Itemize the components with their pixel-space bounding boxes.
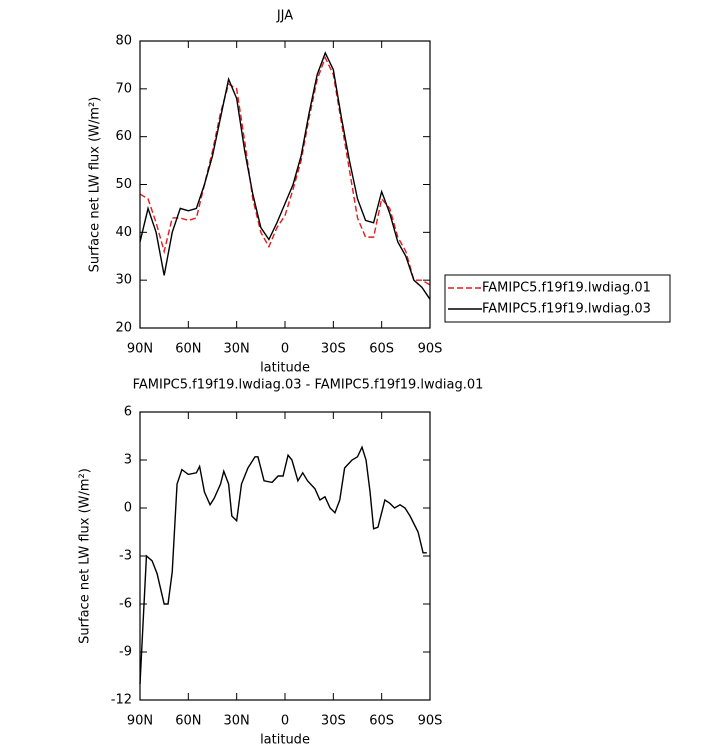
x-axis-label: latitude [260, 733, 310, 748]
x-tick-label: 90N [127, 714, 153, 729]
y-tick-label: 60 [115, 129, 132, 144]
x-tick-label: 30S [321, 342, 346, 357]
y-tick-label: 20 [115, 321, 132, 336]
legend-label: FAMIPC5.f19f19.lwdiag.03 [482, 302, 651, 317]
y-axis-label: Surface net LW flux (W/m²) [78, 468, 93, 644]
y-tick-label: 50 [115, 177, 132, 192]
x-tick-label: 90N [127, 342, 153, 357]
x-tick-label: 90S [418, 342, 443, 357]
plot-frame [139, 411, 431, 701]
y-tick-label: 3 [124, 453, 132, 468]
x-tick-label: 60N [175, 342, 201, 357]
data-line [139, 51, 431, 300]
data-line [139, 55, 431, 286]
data-line [139, 445, 427, 685]
x-tick-label: 90S [418, 714, 443, 729]
x-tick-label: 30S [321, 714, 346, 729]
legend-box [444, 274, 671, 323]
x-tick-label: 60S [369, 714, 394, 729]
y-tick-label: 80 [115, 34, 132, 49]
y-tick-label: -9 [119, 645, 132, 660]
x-tick-label: 60N [175, 714, 201, 729]
legend-label: FAMIPC5.f19f19.lwdiag.01 [482, 281, 651, 296]
x-tick-label: 0 [281, 714, 289, 729]
x-tick-label: 60S [369, 342, 394, 357]
x-tick-label: 30N [224, 714, 250, 729]
plot-frame [139, 40, 431, 329]
x-tick-label: 30N [224, 342, 250, 357]
y-tick-label: 40 [115, 225, 132, 240]
y-tick-label: -12 [111, 693, 132, 708]
chart-title: JJA [276, 9, 293, 24]
y-tick-label: 0 [124, 501, 132, 516]
y-tick-label: -6 [119, 597, 132, 612]
y-tick-label: 70 [115, 81, 132, 96]
x-axis-label: latitude [260, 361, 310, 376]
x-tick-label: 0 [281, 342, 289, 357]
y-tick-label: -3 [119, 549, 132, 564]
y-axis-label: Surface net LW flux (W/m²) [88, 97, 103, 273]
y-tick-label: 6 [124, 405, 132, 420]
chart-title: FAMIPC5.f19f19.lwdiag.03 - FAMIPC5.f19f1… [133, 378, 484, 393]
y-tick-label: 30 [115, 273, 132, 288]
